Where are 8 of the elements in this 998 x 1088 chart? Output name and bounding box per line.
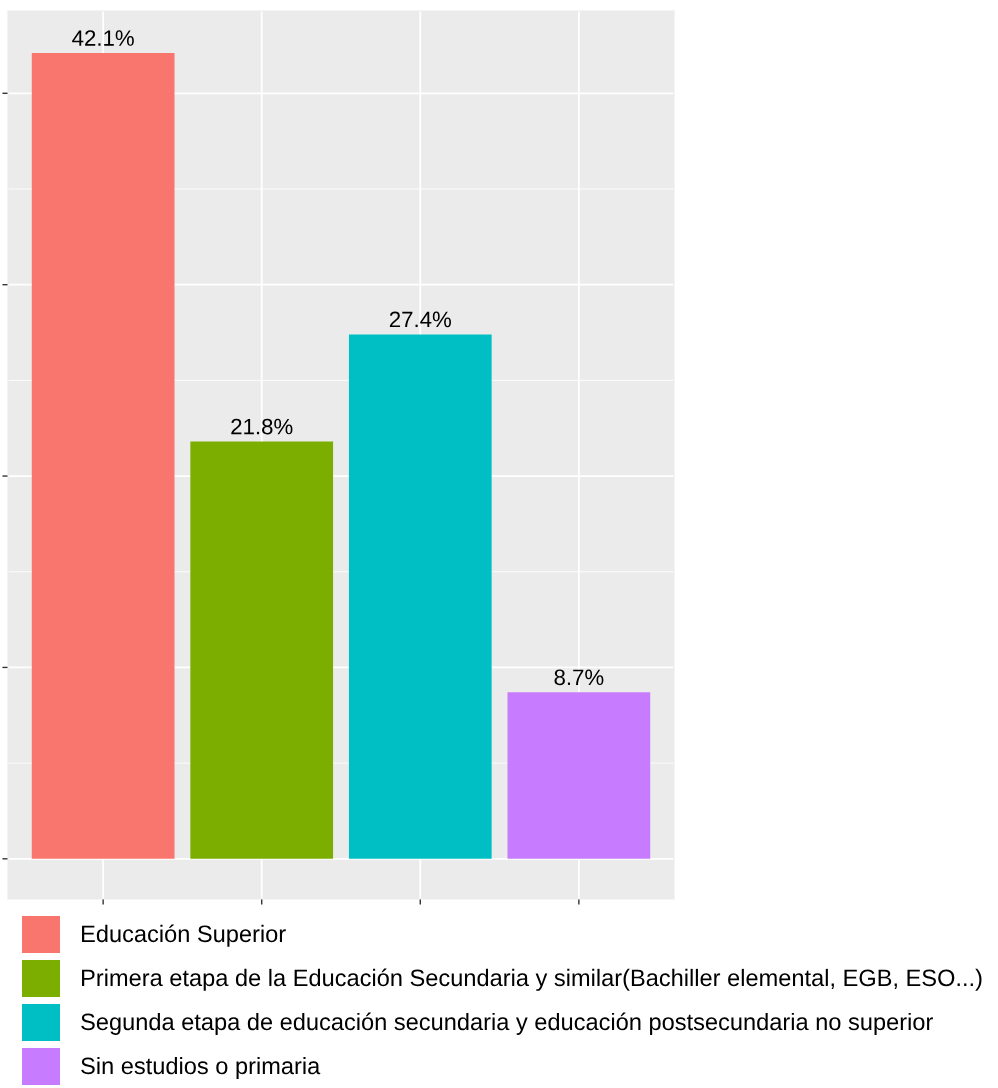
legend-label: Primera etapa de la Educación Secundaria y similar(Bachiller elemental, EGB, ESO...): [82, 968, 982, 991]
legend-label: Sin estudios o primaria: [81, 1056, 321, 1079]
data-label: 8.7%: [554, 669, 604, 686]
data-label: 27.4%: [389, 311, 451, 328]
data-label: 21.8%: [231, 418, 293, 435]
legend-label: Segunda etapa de educación secundaria y educación postsecundaria no superior: [81, 1012, 933, 1035]
legend-label: Educación Superior: [82, 924, 286, 947]
data-label: 42.1%: [72, 30, 134, 46]
